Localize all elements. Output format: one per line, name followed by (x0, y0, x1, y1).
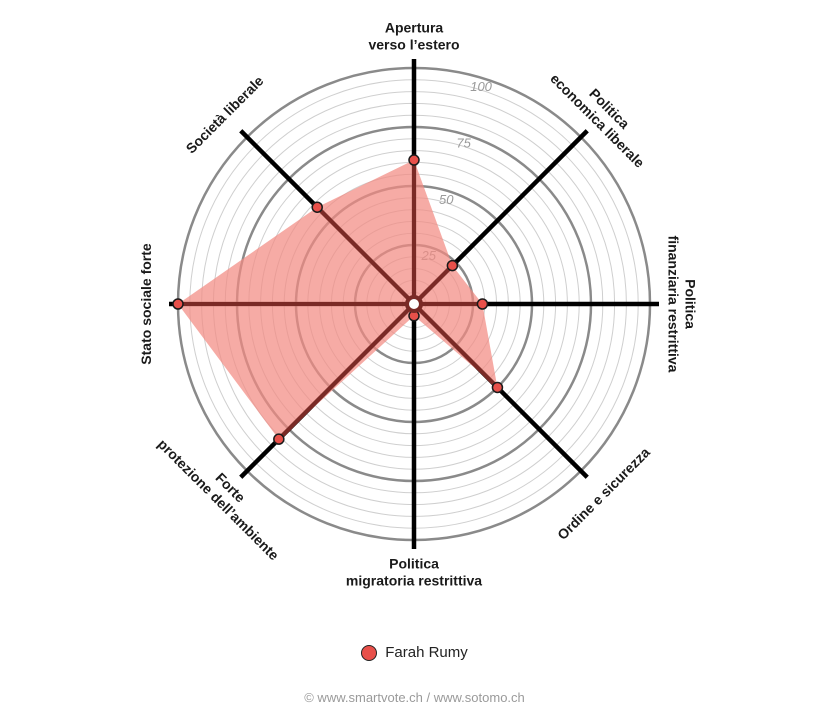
legend: Farah Rumy (0, 644, 829, 665)
data-point (311, 201, 323, 213)
axis-label-line: finanziaria restrittiva (666, 236, 682, 373)
series-area (178, 160, 498, 440)
axis-label-line: verso l’estero (368, 37, 459, 53)
center-marker (405, 295, 423, 313)
tick-label: 100 (470, 79, 492, 94)
data-point (408, 154, 420, 166)
data-point (476, 298, 489, 310)
axis-label-line: Politica (389, 556, 439, 572)
tick-label: 50 (439, 192, 454, 207)
legend-marker (361, 644, 378, 661)
legend-label: Farah Rumy (385, 644, 468, 661)
axis-label: Stato sociale forte (138, 243, 154, 365)
series-spoke-line (315, 205, 416, 306)
radar-chart: 255075100Aperturaverso l’esteroPoliticae… (138, 20, 699, 589)
axis-label-line: Stato sociale forte (138, 243, 154, 365)
axis-label-line: migratoria restrittiva (346, 573, 482, 589)
footer-credit: © www.smartvote.ch / www.sotomo.ch (304, 690, 525, 705)
data-point (172, 298, 184, 310)
series-spoke-line (412, 264, 454, 306)
data-point (491, 381, 504, 394)
series-spoke-line (412, 302, 499, 389)
tick-label: 75 (456, 136, 471, 151)
axis-label-line: Politica (683, 279, 699, 329)
series-spoke-line (277, 302, 416, 441)
data-point (446, 259, 459, 272)
axis-label-line: Apertura (385, 20, 444, 36)
data-point (273, 433, 285, 445)
